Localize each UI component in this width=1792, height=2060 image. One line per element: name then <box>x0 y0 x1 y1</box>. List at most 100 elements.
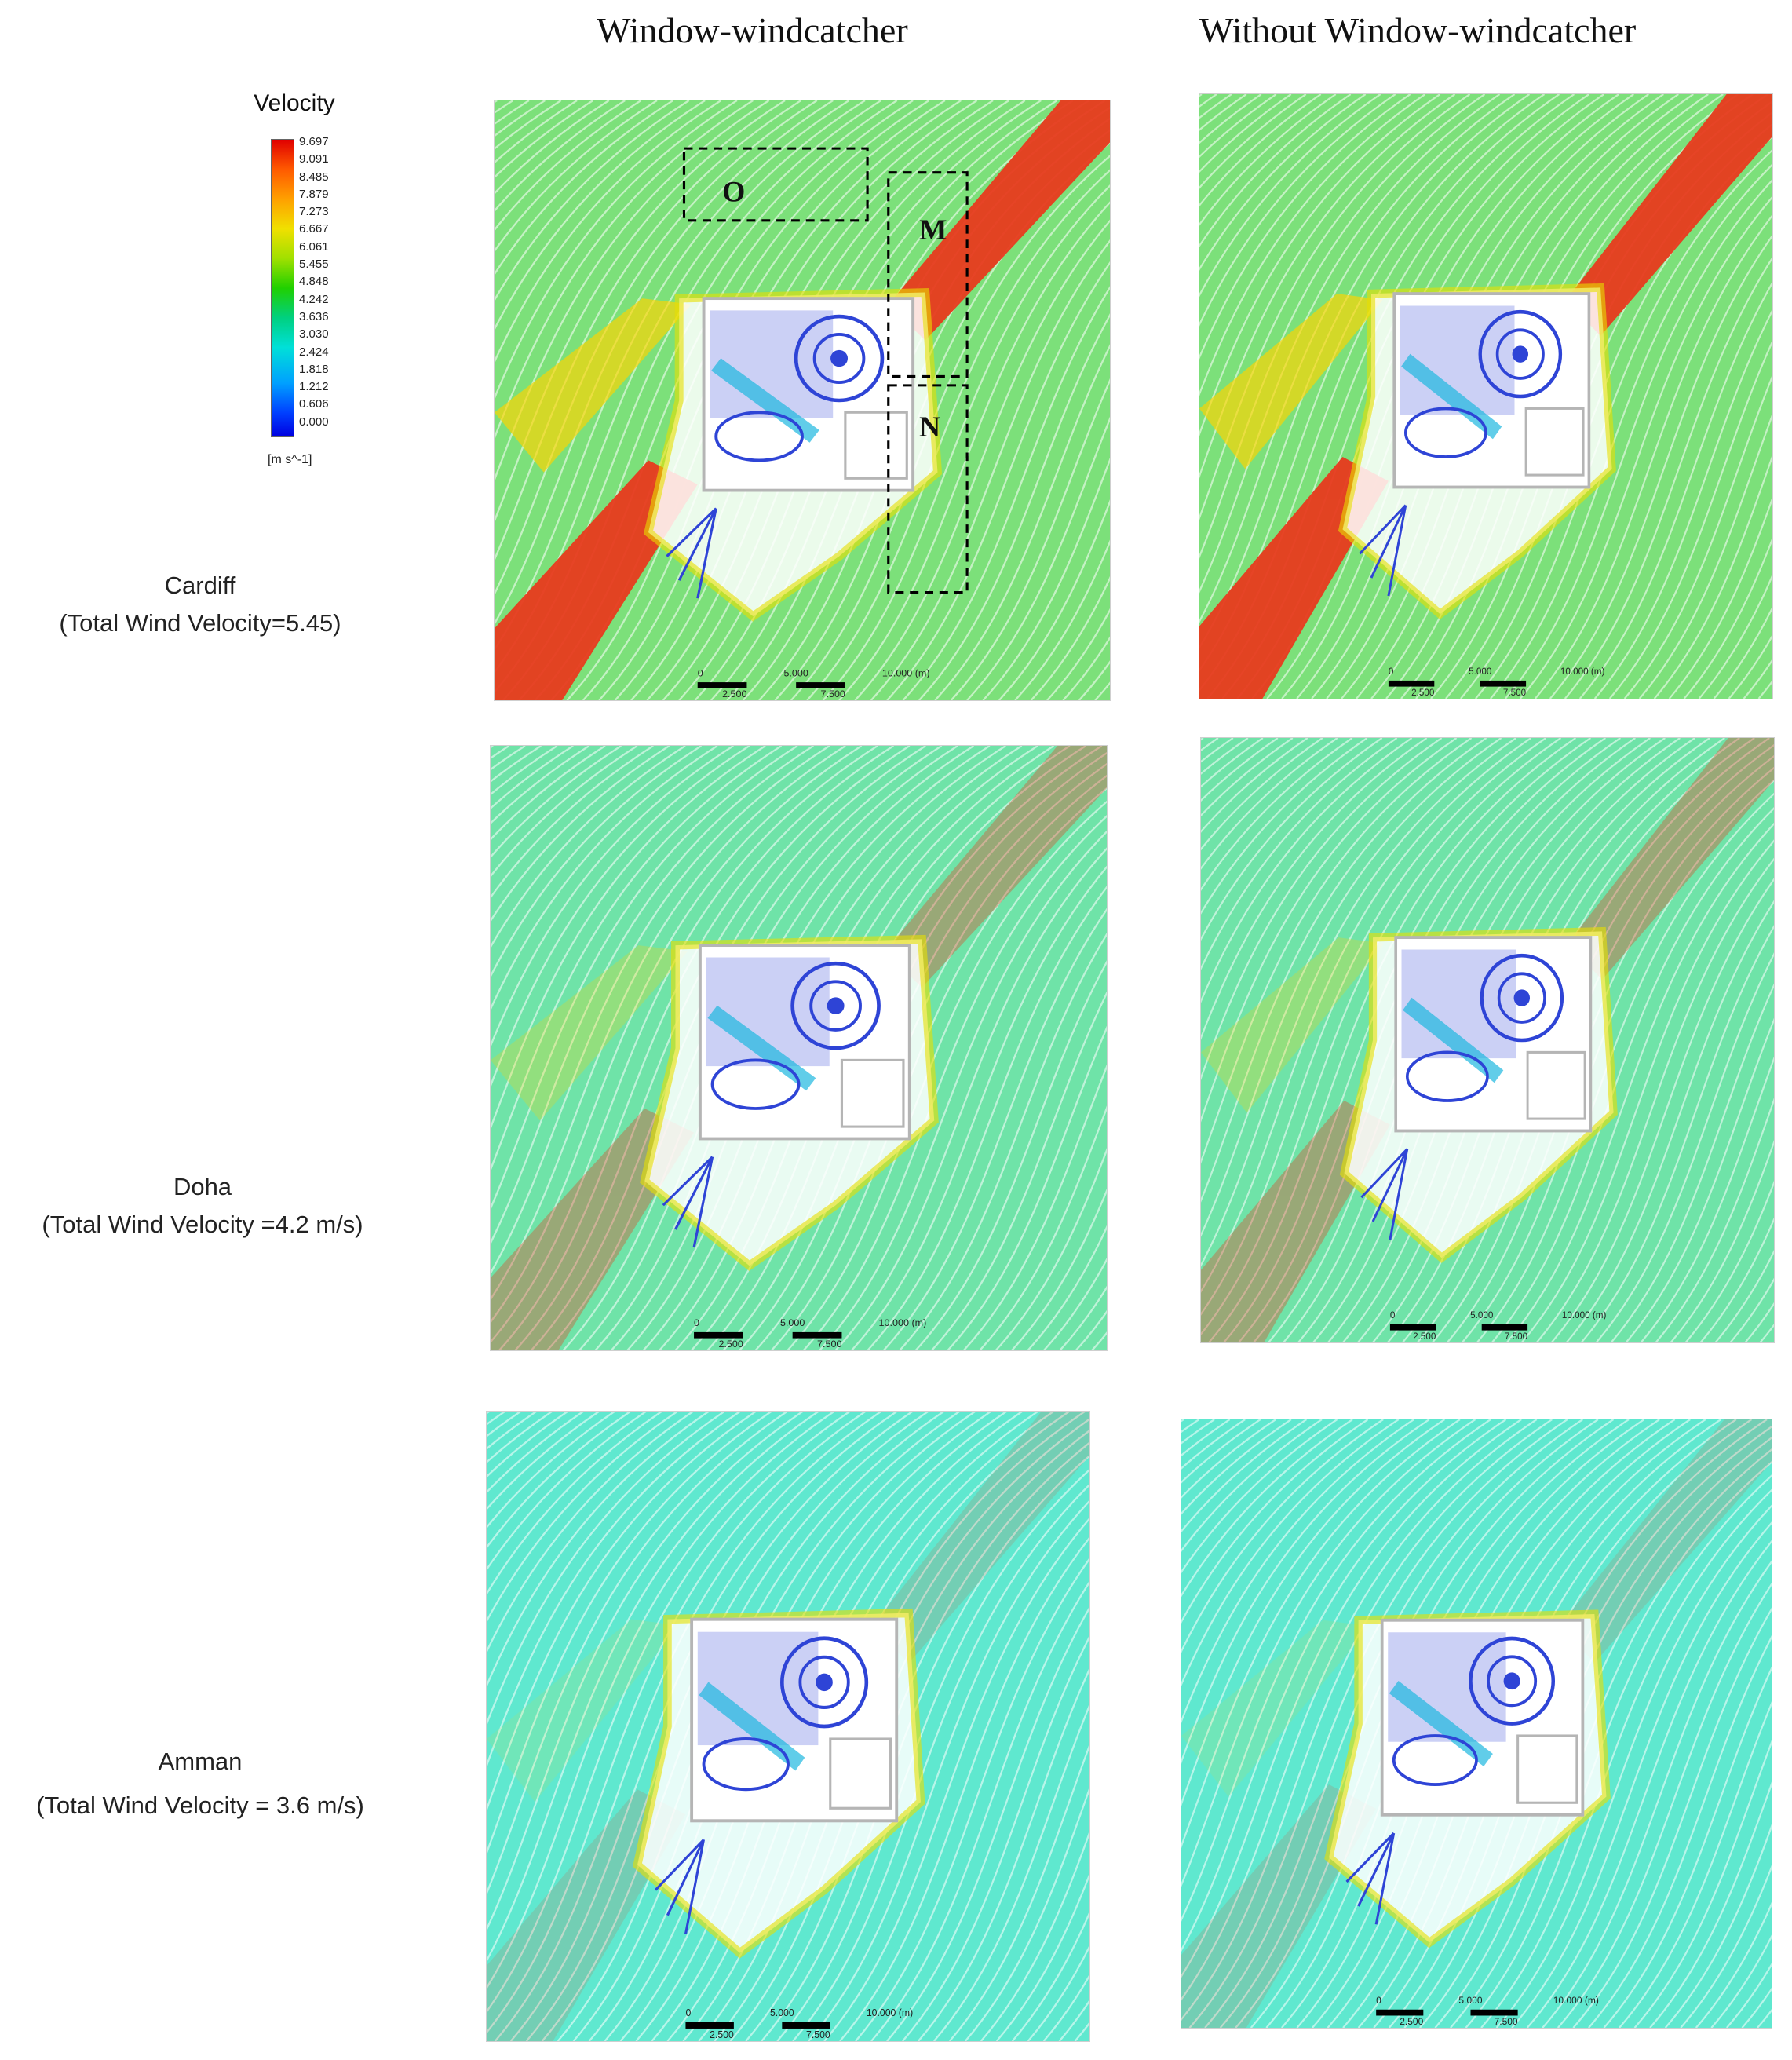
scale-label: 7.500 <box>1495 2016 1518 2027</box>
vortex-core <box>1513 989 1531 1006</box>
vortex <box>1405 1050 1489 1102</box>
row-label-doha: Doha (Total Wind Velocity =4.2 m/s) <box>0 1168 407 1244</box>
scale-segment <box>1388 680 1435 687</box>
streamline <box>487 1412 631 1550</box>
streamline <box>487 1412 615 1529</box>
scale-label: 2.500 <box>722 688 746 699</box>
streamline <box>950 378 1110 700</box>
vortex-core <box>827 997 845 1014</box>
vortex <box>1480 953 1564 1043</box>
scale-label: 7.500 <box>1503 687 1527 698</box>
streamline <box>495 100 658 253</box>
streamline <box>776 1468 1089 2041</box>
vortex-core <box>816 1673 833 1692</box>
streamline <box>1181 1419 1430 1764</box>
streamline <box>1655 1098 1774 1342</box>
streamline <box>1201 738 1547 1316</box>
streamline <box>487 1412 725 1726</box>
streamline <box>1181 1419 1369 1624</box>
streamline <box>1204 1419 1583 2028</box>
streamline <box>1549 234 1772 699</box>
streamline <box>982 457 1110 700</box>
streamline-plot: 0 5.000 10.000 (m) 2.500 7.500 <box>1199 94 1772 699</box>
streamline <box>1565 900 1774 1342</box>
streamline <box>1199 94 1381 298</box>
vortex <box>790 961 881 1050</box>
streamline <box>1201 738 1428 1040</box>
vortex-core <box>1512 345 1529 363</box>
scale-label: 7.500 <box>821 688 845 699</box>
velocity-legend: Velocity 9.697 9.091 8.485 7.879 7.273 6… <box>247 90 381 466</box>
streamline <box>1684 1180 1774 1342</box>
room-right <box>1524 407 1585 477</box>
cfd-panel-amman-with-windcatcher: 0 5.000 10.000 (m) 2.500 7.500 <box>487 1412 1089 2041</box>
zone-boxes <box>682 147 969 594</box>
scale-bar: 0 5.000 10.000 (m) 2.500 7.500 <box>685 2007 913 2040</box>
streamline <box>806 169 1110 700</box>
streamline <box>851 865 1107 1350</box>
streamline <box>932 1703 1089 2041</box>
scale-segment <box>1470 2009 1518 2016</box>
streamline <box>1603 1666 1772 2028</box>
streamline <box>1201 738 1353 892</box>
streamline <box>491 746 606 842</box>
scale-label: 2.500 <box>1400 2016 1423 2027</box>
zone-label-m: M <box>919 215 947 247</box>
streamline <box>1698 573 1772 699</box>
streamline <box>886 261 1110 700</box>
scale-label: 2.500 <box>710 2029 734 2040</box>
scale-bar: 0 5.000 10.000 (m) 2.500 7.500 <box>697 668 930 699</box>
scale-label: 7.500 <box>817 1339 842 1350</box>
legend-tick: 1.818 <box>299 362 329 376</box>
legend-tick: 2.424 <box>299 345 329 359</box>
streamline-plot: 0 5.000 10.000 (m) 2.500 7.500 <box>491 746 1107 1350</box>
vortex <box>812 333 866 384</box>
streamline <box>491 746 863 1324</box>
vortex-core <box>830 349 849 367</box>
wake-streamlines <box>1360 1148 1409 1240</box>
streamline <box>487 1412 850 2014</box>
streamline <box>1199 94 1307 190</box>
streamline <box>1201 738 1308 834</box>
jet-upper <box>872 1412 1089 1664</box>
scale-segment <box>1389 1324 1436 1331</box>
streamline <box>487 1412 662 1596</box>
legend-tick: 4.848 <box>299 275 329 289</box>
scale-label: 5.000 <box>770 2007 794 2018</box>
streamline <box>1181 1419 1353 1598</box>
streamline <box>1181 1419 1461 1849</box>
city-name: Cardiff <box>164 572 236 599</box>
streamline <box>995 1147 1107 1350</box>
streamline <box>1181 1419 1507 1952</box>
wake-boundary <box>1324 1609 1611 1949</box>
building <box>690 1617 899 1823</box>
vortex-core <box>1503 1672 1520 1690</box>
legend-tick: 9.091 <box>299 152 329 166</box>
streamline-plot: 0 5.000 10.000 (m) 2.500 7.500 <box>1181 1419 1772 2028</box>
streamline <box>1465 1474 1772 2028</box>
scale-label: 7.500 <box>806 2029 830 2040</box>
streamline <box>1201 738 1532 1294</box>
streamline <box>819 830 1107 1350</box>
streamline <box>1201 738 1443 1081</box>
streamline <box>886 1606 1089 2041</box>
streamline <box>870 1580 1089 2041</box>
streamline <box>491 746 750 1089</box>
zone-box-o <box>682 147 869 222</box>
legend-tick: 4.242 <box>299 292 329 306</box>
streamline <box>964 1786 1089 2041</box>
scale-label: 2.500 <box>718 1339 743 1350</box>
streamline <box>882 908 1107 1350</box>
scale-bar: 0 5.000 10.000 (m) 2.500 7.500 <box>1389 1309 1606 1342</box>
streamline <box>1181 1419 1491 1922</box>
streamline <box>1713 605 1772 699</box>
scale-label: 10.000 (m) <box>867 2007 913 2018</box>
column-title-with-windcatcher: Window-windcatcher <box>597 10 908 50</box>
legend-tick: 7.879 <box>299 187 329 201</box>
vortex <box>1497 972 1546 1024</box>
streamline <box>1649 1781 1772 2028</box>
streamline <box>491 746 686 949</box>
jet-side <box>1199 294 1383 469</box>
streamline <box>914 960 1107 1350</box>
cfd-panel-cardiff-without-windcatcher: 0 5.000 10.000 (m) 2.500 7.500 <box>1199 94 1772 699</box>
